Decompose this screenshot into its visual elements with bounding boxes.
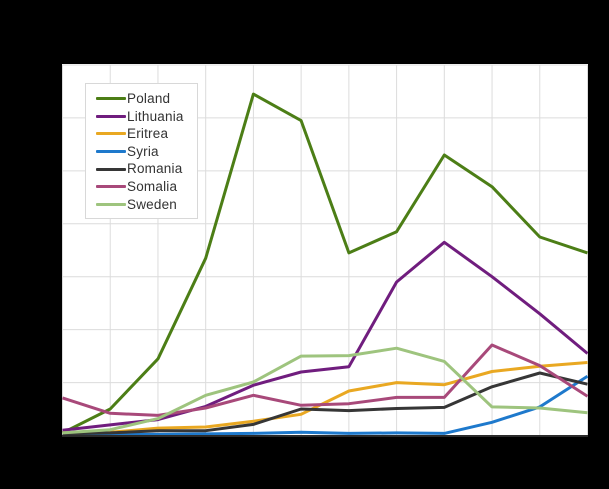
legend-item-poland: Poland	[96, 90, 197, 108]
legend-label: Eritrea	[127, 126, 169, 142]
legend-label: Lithuania	[127, 108, 184, 124]
legend-item-somalia: Somalia	[96, 178, 197, 196]
legend-item-romania: Romania	[96, 160, 197, 178]
legend-swatch	[96, 185, 126, 189]
legend-item-eritrea: Eritrea	[96, 125, 197, 143]
legend-item-lithuania: Lithuania	[96, 108, 197, 126]
legend: Poland Lithuania Eritrea Syria Romania S…	[85, 83, 198, 220]
legend-label: Syria	[127, 143, 159, 159]
line-eritrea	[62, 361, 588, 435]
line-somalia	[62, 343, 588, 417]
legend-label: Poland	[127, 91, 171, 107]
legend-swatch	[96, 132, 126, 136]
legend-swatch	[96, 202, 126, 206]
line-sweden	[62, 346, 588, 435]
legend-label: Sweden	[127, 196, 177, 212]
chart-canvas	[62, 64, 588, 437]
legend-label: Romania	[127, 161, 183, 177]
legend-swatch	[96, 167, 126, 171]
legend-swatch	[96, 97, 126, 101]
line-romania	[62, 371, 588, 436]
plot-area: Poland Lithuania Eritrea Syria Romania S…	[62, 64, 588, 437]
line-poland	[62, 92, 588, 435]
legend-swatch	[96, 150, 126, 154]
legend-swatch	[96, 114, 126, 118]
legend-item-sweden: Sweden	[96, 196, 197, 214]
legend-label: Somalia	[127, 179, 178, 195]
legend-item-syria: Syria	[96, 143, 197, 161]
line-syria	[62, 374, 588, 437]
